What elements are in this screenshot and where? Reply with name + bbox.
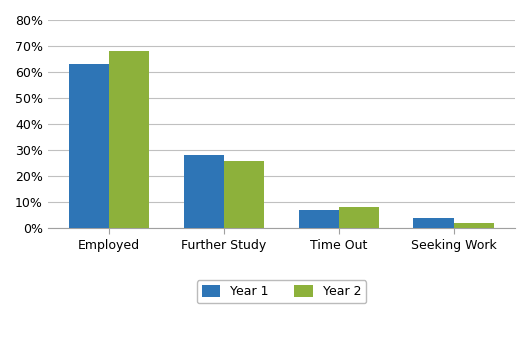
Bar xyxy=(184,155,224,228)
Bar xyxy=(339,207,379,228)
Bar xyxy=(69,64,109,228)
Bar xyxy=(109,51,149,228)
Bar xyxy=(298,210,339,228)
Bar xyxy=(454,223,494,228)
Legend: Year 1, Year 2: Year 1, Year 2 xyxy=(197,280,366,303)
Bar xyxy=(224,161,264,228)
Bar xyxy=(413,218,454,228)
